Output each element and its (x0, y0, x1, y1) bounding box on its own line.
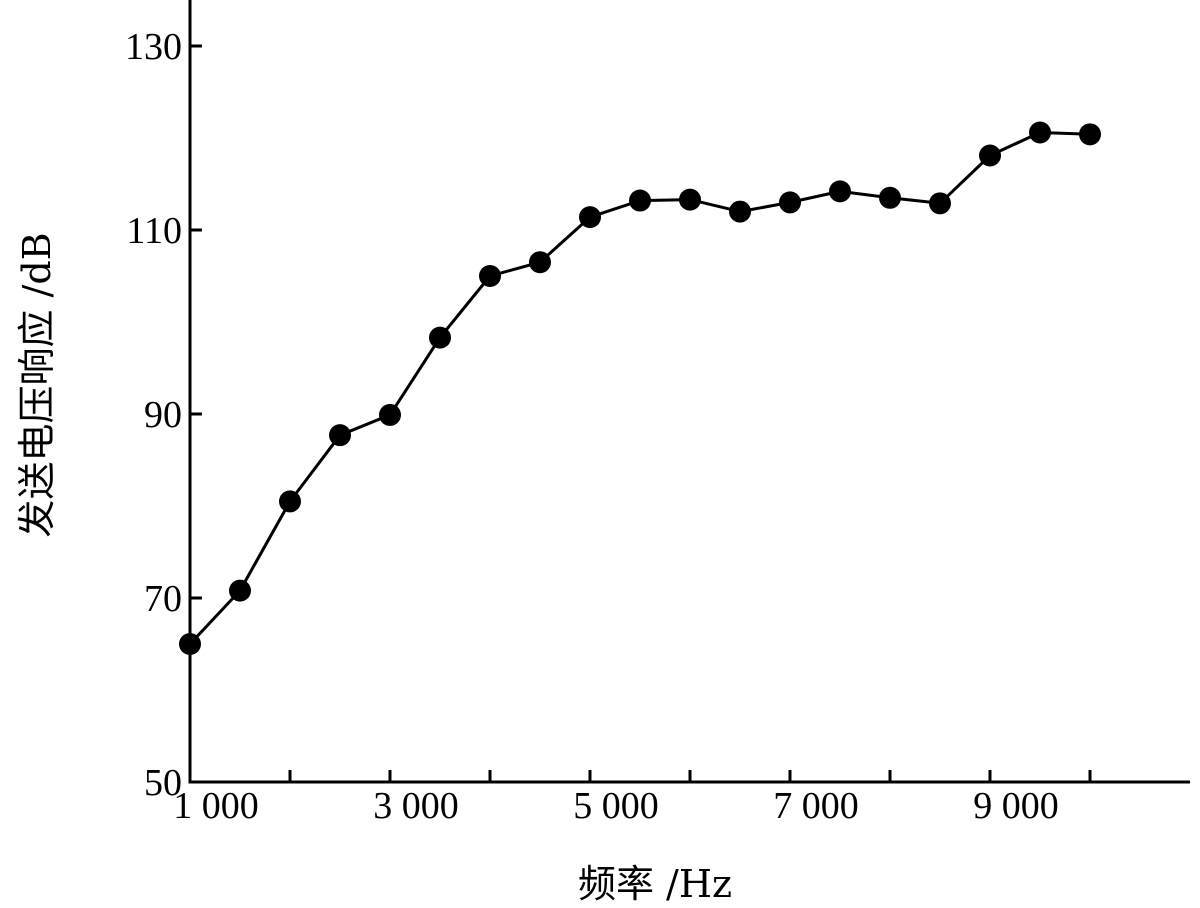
data-point (179, 633, 201, 655)
series-layer (179, 121, 1101, 655)
data-point (479, 265, 501, 287)
data-point (829, 180, 851, 203)
x-axis-label: 频率 /Hz (578, 862, 732, 906)
y-tick-label: 110 (126, 210, 182, 252)
data-point (579, 206, 601, 229)
data-point (279, 490, 301, 513)
data-point (929, 192, 951, 215)
data-point (679, 188, 701, 211)
data-point (779, 191, 801, 214)
data-point (229, 579, 251, 602)
y-tick-label: 50 (144, 762, 182, 804)
data-point (879, 186, 901, 209)
x-tick-label: 3 000 (373, 785, 459, 827)
x-tick-label: 5 000 (573, 785, 659, 827)
data-point (379, 403, 401, 426)
tick-marks (188, 44, 1092, 784)
x-tick-label: 1 000 (173, 785, 259, 827)
data-point (729, 200, 751, 223)
tick-labels: 50 70 90 110 130 1 000 3 000 5 000 7 000 9 000 (125, 26, 1059, 827)
data-point (529, 251, 551, 274)
data-point (629, 189, 651, 212)
y-tick-label: 70 (144, 578, 182, 620)
y-tick-label: 130 (125, 26, 182, 68)
data-point (429, 326, 451, 349)
y-axis-label: 发送电压响应 /dB (15, 232, 59, 537)
data-point (979, 144, 1001, 167)
data-point (1079, 123, 1101, 146)
x-tick-label: 7 000 (773, 785, 859, 827)
axes (188, 0, 1190, 784)
x-tick-label: 9 000 (973, 785, 1059, 827)
data-point (329, 424, 351, 447)
data-point (1029, 121, 1051, 144)
y-tick-label: 90 (144, 394, 182, 436)
